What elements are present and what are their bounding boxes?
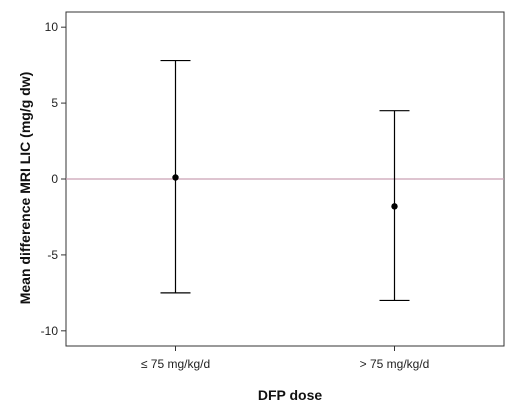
mean-point: [391, 203, 398, 210]
error-bar-group: [160, 59, 191, 294]
y-tick-label: 5: [51, 96, 58, 110]
x-axis-title: DFP dose: [258, 387, 323, 403]
error-bars: [160, 59, 410, 302]
x-axis: ≤ 75 mg/kg/d > 75 mg/kg/d: [141, 346, 430, 371]
y-tick-label: 0: [51, 172, 58, 186]
error-bar-group: [379, 110, 410, 302]
y-tick-label: -5: [47, 248, 58, 262]
y-axis: -10 -5 0 5 10: [41, 20, 66, 338]
y-tick-label: -10: [41, 324, 59, 338]
x-tick-label: ≤ 75 mg/kg/d: [141, 357, 210, 371]
y-tick-label: 10: [45, 20, 59, 34]
y-axis-title: Mean difference MRI LIC (mg/g dw): [17, 72, 33, 305]
x-tick-label: > 75 mg/kg/d: [360, 357, 430, 371]
mean-point: [172, 174, 179, 181]
